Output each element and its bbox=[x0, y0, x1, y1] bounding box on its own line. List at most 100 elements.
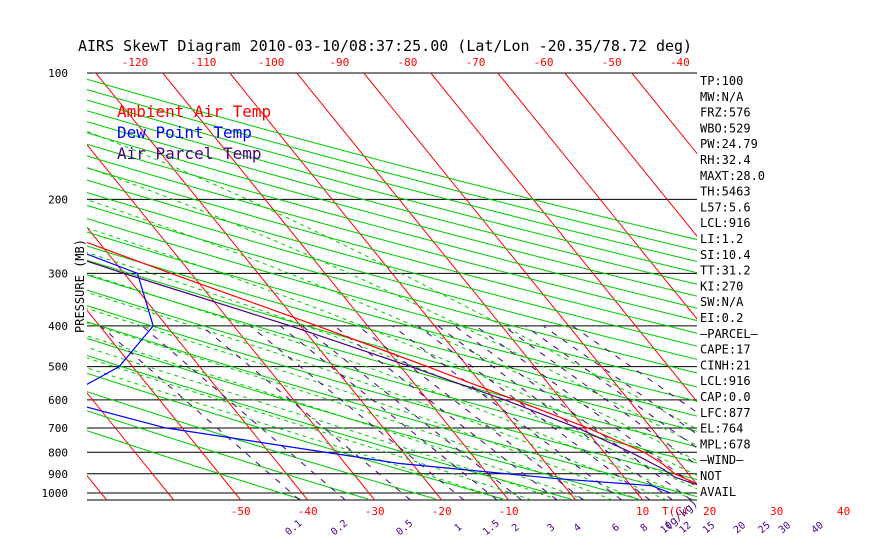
bottom-tick-40: 40 bbox=[837, 505, 850, 518]
dry-adiabat-350 bbox=[87, 231, 697, 402]
bottom-tick--50: -50 bbox=[231, 505, 251, 518]
index-item: SI:10.4 bbox=[700, 248, 751, 262]
pressure-tick-900: 900 bbox=[48, 468, 68, 481]
moist-adiabat--2 bbox=[87, 346, 559, 500]
index-item: SW:N/A bbox=[700, 295, 744, 309]
pressure-tick-300: 300 bbox=[48, 267, 68, 280]
dry-adiabat-300 bbox=[87, 305, 697, 481]
mixing-ratio-line-0.1 bbox=[99, 325, 300, 500]
bottom-tick-10: 10 bbox=[636, 505, 649, 518]
isotherm-50 bbox=[564, 73, 697, 238]
mixing-ratio-tick-40: 40 bbox=[810, 520, 826, 536]
top-tick--60: -60 bbox=[534, 56, 554, 69]
isotherm-0 bbox=[229, 73, 577, 500]
dry-adiabat-290 bbox=[87, 321, 697, 498]
isotherm-10 bbox=[296, 73, 644, 500]
isotherm--40 bbox=[87, 226, 309, 500]
mixing-ratio-tick-1.5: 1.5 bbox=[481, 518, 502, 538]
index-item: EI:0.2 bbox=[700, 311, 743, 325]
dry-adiabat-460 bbox=[87, 99, 697, 263]
chart-title: AIRS SkewT Diagram 2010-03-10/08:37:25.0… bbox=[78, 37, 692, 55]
index-item: AVAIL bbox=[700, 485, 736, 499]
dry-adiabat-470 bbox=[87, 89, 697, 251]
dry-adiabat-480 bbox=[87, 78, 697, 241]
dry-adiabat-280 bbox=[87, 337, 639, 500]
legend-ambient: Ambient Air Temp bbox=[117, 102, 271, 121]
mixing-ratio-tick-30: 30 bbox=[777, 520, 793, 536]
bottom-tick-30: 30 bbox=[770, 505, 783, 518]
mixing-ratio-tick-0.1: 0.1 bbox=[284, 518, 305, 538]
index-item: KI:270 bbox=[700, 279, 743, 293]
top-tick--40: -40 bbox=[670, 56, 690, 69]
mixing-ratio-tick-6: 6 bbox=[610, 522, 622, 534]
pressure-tick-100: 100 bbox=[48, 67, 68, 80]
x-axis-unit-label: T(C) bbox=[662, 505, 689, 518]
index-item: CAP:0.0 bbox=[700, 390, 751, 404]
mixing-ratio-lines bbox=[99, 325, 697, 500]
pressure-tick-700: 700 bbox=[48, 422, 68, 435]
moist-adiabat-18 bbox=[87, 273, 694, 500]
mixing-ratio-line-6 bbox=[392, 325, 623, 500]
bottom-temperature-tick-labels: -50 -40 -30 -20 -10 10 20 30 40 bbox=[231, 505, 851, 518]
dry-adiabat-310 bbox=[87, 289, 697, 464]
index-item: TP:100 bbox=[700, 74, 743, 88]
moist-adiabat-14 bbox=[87, 291, 667, 500]
mixing-ratio-line-10 bbox=[437, 325, 673, 500]
dry-adiabat-390 bbox=[87, 179, 697, 347]
dry-adiabat-410 bbox=[87, 155, 697, 322]
top-tick--80: -80 bbox=[397, 56, 417, 69]
index-item: MPL:678 bbox=[700, 437, 751, 451]
index-item: LI:1.2 bbox=[700, 232, 743, 246]
dry-adiabat-420 bbox=[87, 143, 697, 309]
dry-adiabat-270 bbox=[87, 354, 571, 500]
isotherm--60 bbox=[87, 392, 175, 500]
top-tick--110: -110 bbox=[190, 56, 217, 69]
pressure-tick-1000: 1000 bbox=[42, 487, 69, 500]
isotherm-20 bbox=[363, 73, 697, 486]
dry-adiabat-260 bbox=[87, 372, 504, 500]
mixing-ratio-tick-20: 20 bbox=[732, 520, 748, 536]
mixing-ratio-line-25 bbox=[524, 325, 697, 449]
mixing-ratio-line-20 bbox=[502, 325, 697, 466]
top-tick--120: -120 bbox=[122, 56, 149, 69]
isotherm-30 bbox=[430, 73, 697, 403]
moist-adiabat-26 bbox=[87, 227, 697, 476]
pressure-tick-200: 200 bbox=[48, 193, 68, 206]
dewpoint-temp-line bbox=[87, 253, 671, 494]
sounding-series bbox=[87, 241, 697, 494]
mixing-ratio-tick-25: 25 bbox=[756, 520, 772, 536]
moist-adiabat-lines bbox=[87, 130, 697, 500]
dry-adiabat-340 bbox=[87, 245, 697, 417]
mixing-ratio-tick-labels: 0.1 0.2 0.5 1 1.5 2 3 4 6 8 10 12 15 20 25 30 40 bbox=[284, 518, 826, 538]
pressure-tick-500: 500 bbox=[48, 361, 68, 374]
isotherm--80 bbox=[0, 73, 40, 500]
index-item: NOT bbox=[700, 469, 722, 483]
index-item: CAPE:17 bbox=[700, 343, 751, 357]
mixing-ratio-line-30 bbox=[542, 325, 697, 435]
isotherm-60 bbox=[631, 73, 697, 155]
legend-parcel: Air Parcel Temp bbox=[117, 144, 262, 163]
isotherm--50 bbox=[87, 309, 242, 500]
moist-adiabat-6 bbox=[87, 322, 613, 500]
dry-adiabat-380 bbox=[87, 192, 697, 360]
mixing-ratio-line-3 bbox=[333, 325, 558, 500]
pressure-tick-400: 400 bbox=[48, 320, 68, 333]
bottom-tick--30: -30 bbox=[365, 505, 385, 518]
dry-adiabat-370 bbox=[87, 204, 697, 374]
pressure-tick-800: 800 bbox=[48, 446, 68, 459]
bottom-tick-20: 20 bbox=[703, 505, 716, 518]
mixing-ratio-tick-15: 15 bbox=[701, 520, 717, 536]
mixing-ratio-tick-1: 1 bbox=[453, 522, 465, 534]
moist-adiabat-2 bbox=[87, 335, 586, 500]
moist-adiabat-30 bbox=[87, 199, 697, 462]
index-item: LFC:877 bbox=[700, 406, 751, 420]
index-item: PW:24.79 bbox=[700, 137, 758, 151]
legend: Ambient Air Temp Dew Point Temp Air Parc… bbox=[117, 102, 271, 163]
index-item: MAXT:28.0 bbox=[700, 169, 765, 183]
mixing-ratio-tick-0.2: 0.2 bbox=[329, 518, 350, 538]
dry-adiabat-320 bbox=[87, 274, 697, 448]
parcel-temp-line bbox=[87, 260, 697, 486]
index-item: LCL:916 bbox=[700, 374, 751, 388]
mixing-ratio-tick-4: 4 bbox=[572, 522, 584, 534]
